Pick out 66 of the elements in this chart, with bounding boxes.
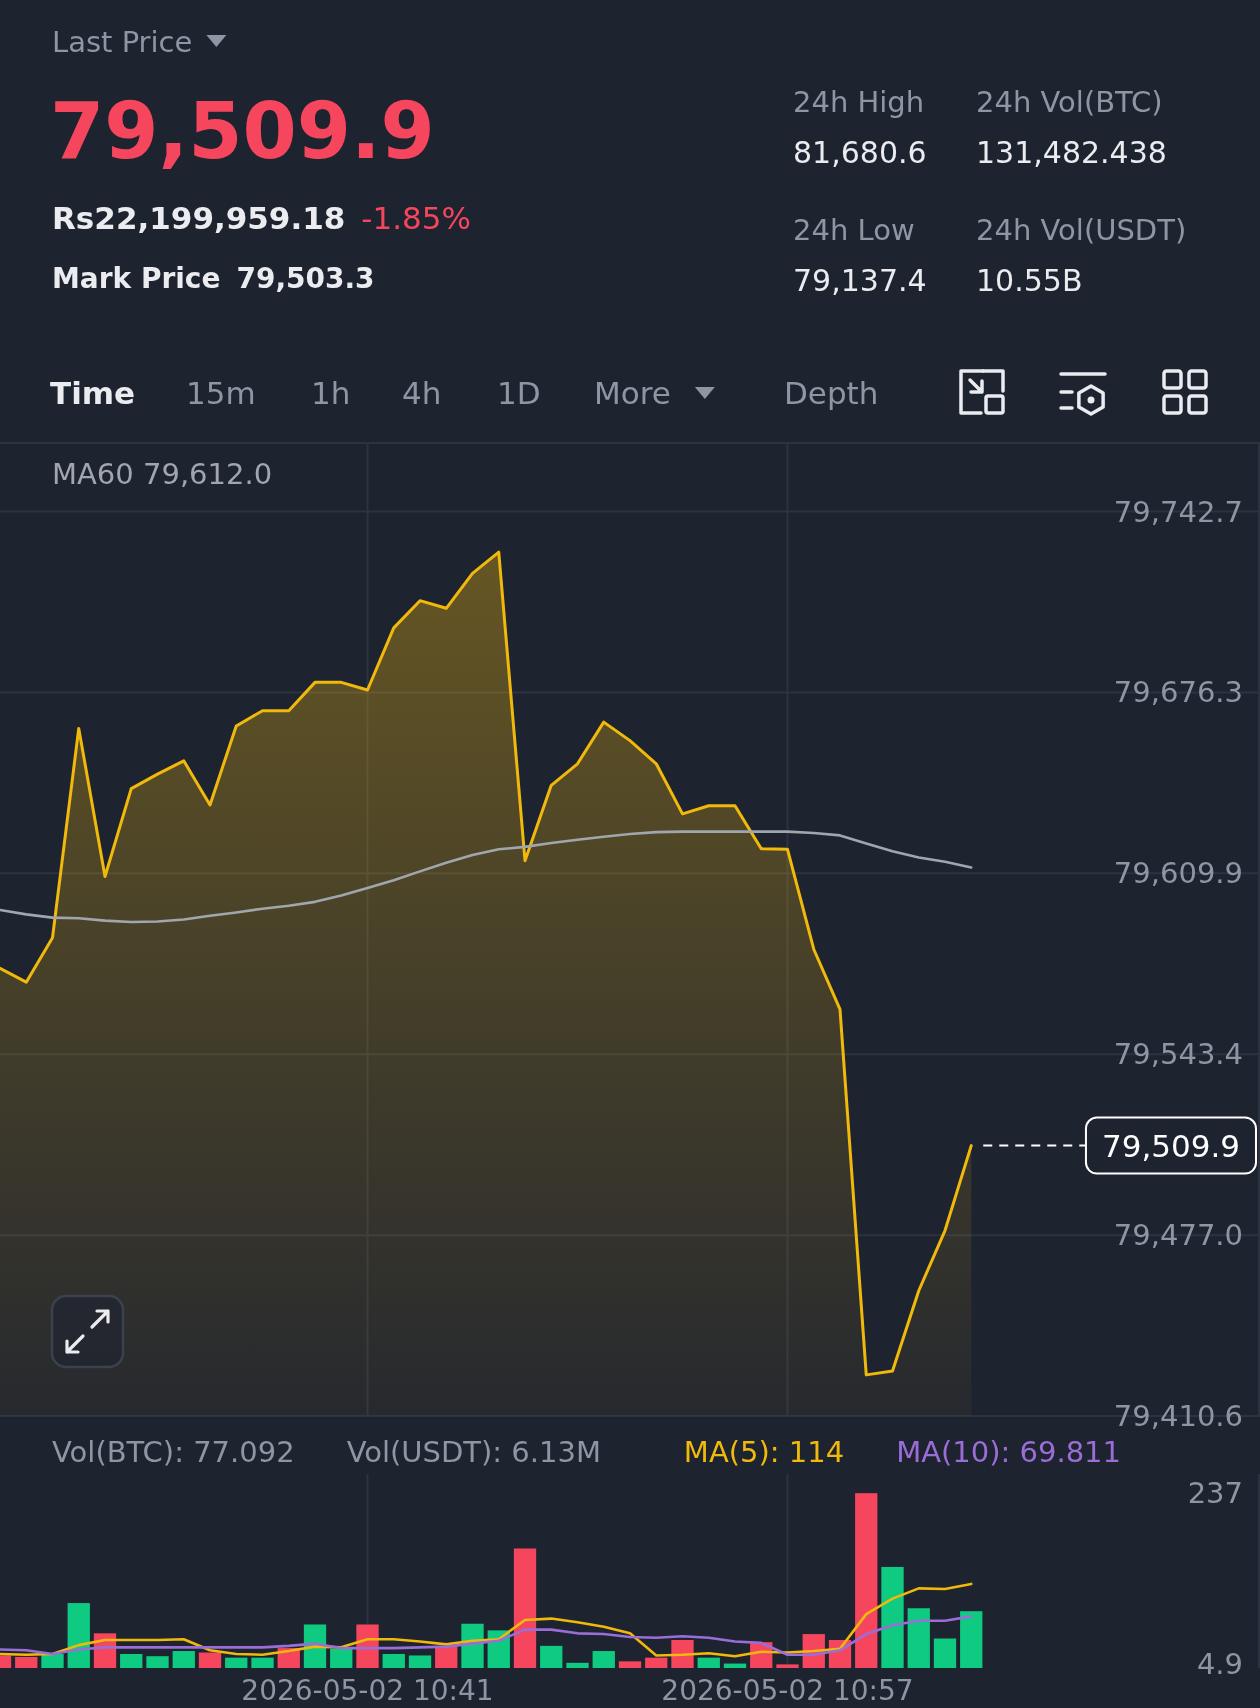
x-tick-label: 2026-05-02 10:41 (241, 1674, 494, 1707)
text: MA(10): 69.811 (896, 1435, 1122, 1469)
text: 10.55B (976, 263, 1083, 298)
bar (198, 1652, 222, 1668)
text: 15m (186, 375, 256, 411)
text: Time (50, 375, 136, 411)
line-series (0, 1582, 973, 1658)
text: 79,137.4 (793, 263, 927, 298)
text: 4h (402, 375, 442, 411)
text: 24h High (793, 85, 925, 119)
bar (960, 1611, 983, 1668)
text: 1h (311, 375, 351, 411)
bar (41, 1653, 64, 1668)
bar (435, 1646, 458, 1668)
y-tick-label: 79,742.7 (1113, 494, 1243, 529)
x-tick-label: 2026-05-02 10:57 (661, 1674, 914, 1707)
bar (540, 1645, 563, 1668)
ref-line-label: 79,509.9 (1101, 1127, 1240, 1164)
bar (855, 1493, 878, 1668)
text: 81,680.6 (793, 135, 927, 170)
y-tick-label: 79,477.0 (1113, 1218, 1243, 1253)
bar (15, 1656, 38, 1668)
line-series (0, 1615, 973, 1657)
bar (697, 1657, 720, 1668)
text: 79,509.9 (50, 86, 435, 176)
y-tick-label: 79,676.3 (1113, 675, 1243, 710)
y-tick-label: 237 (1187, 1476, 1243, 1511)
bar (645, 1657, 668, 1668)
text: Rs22,199,959.18 (52, 200, 346, 236)
bar (251, 1657, 274, 1668)
line-series (0, 830, 973, 924)
bar (513, 1548, 537, 1668)
y-tick-label: 79,543.4 (1113, 1037, 1243, 1072)
text: MA60 79,612.0 (52, 457, 273, 491)
text: 24h Vol(USDT) (976, 213, 1187, 247)
bar (120, 1653, 143, 1668)
bar (907, 1608, 930, 1668)
bar (382, 1653, 405, 1668)
text: Vol(USDT): 6.13M (346, 1435, 601, 1469)
text: -1.85% (361, 200, 472, 236)
y-tick-label: 79,410.6 (1113, 1399, 1243, 1433)
bar (592, 1651, 615, 1668)
text: Depth (784, 375, 879, 411)
bar (172, 1651, 195, 1668)
y-tick-label: 4.9 (1196, 1647, 1243, 1682)
text: 24h Low (793, 213, 915, 247)
text: 24h Vol(BTC) (976, 85, 1163, 119)
text: Mark Price (52, 262, 221, 295)
bar (881, 1566, 904, 1668)
text: Last Price (52, 25, 193, 59)
text: 131,482.438 (976, 135, 1167, 170)
bar (408, 1655, 432, 1668)
y-tick-label: 79,609.9 (1113, 856, 1243, 891)
bar (146, 1656, 169, 1668)
bar (776, 1664, 799, 1668)
bar (225, 1657, 248, 1668)
bar (67, 1603, 90, 1668)
text: 1D (497, 375, 541, 411)
bar (618, 1661, 642, 1668)
bar (330, 1648, 353, 1668)
text: 79,503.3 (236, 262, 375, 295)
text: MA(5): 114 (683, 1435, 845, 1469)
text: Vol(BTC): 77.092 (52, 1435, 295, 1469)
bar (933, 1638, 957, 1668)
text: More (594, 375, 671, 411)
bar (566, 1662, 589, 1668)
